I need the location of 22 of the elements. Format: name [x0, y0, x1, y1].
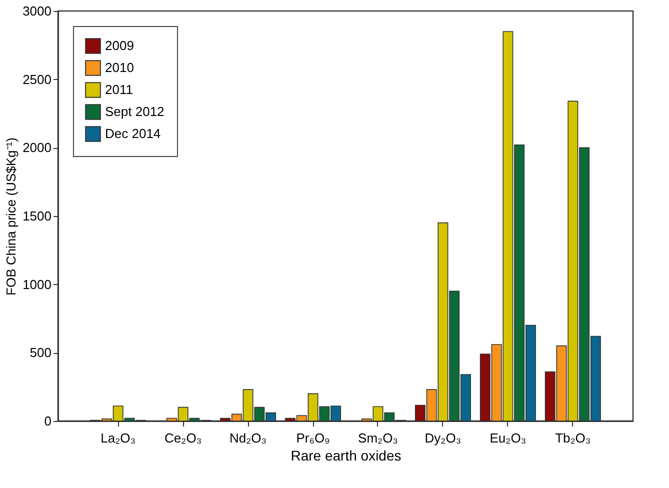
- y-tick-label: 2000: [22, 140, 52, 156]
- legend-label: Sept 2012: [105, 104, 164, 119]
- legend-label: Dec 2014: [105, 126, 161, 141]
- x-tick-label: Tb₂O₃: [555, 430, 591, 446]
- x-tick-label: Sm₂O₃: [358, 430, 398, 446]
- y-tick-label: 500: [30, 345, 52, 360]
- x-tick-label: Nd₂O₃: [230, 430, 267, 446]
- y-tick-label: 1500: [22, 208, 52, 224]
- y-axis-title: FOB China price (US$Kg⁻¹): [4, 138, 19, 296]
- x-tick-label: Pr₆O₉: [296, 430, 330, 446]
- y-tick-label: 3000: [22, 4, 52, 18]
- legend-label: 2011: [105, 82, 133, 97]
- y-tick-label: 2500: [22, 72, 52, 87]
- legend-label: 2010: [105, 60, 134, 75]
- x-tick-label: La₂O₃: [100, 430, 136, 446]
- legend-label: 2009: [105, 38, 134, 53]
- x-tick-label: Ce₂O₃: [164, 430, 202, 446]
- x-tick-label: Dy₂O₃: [424, 430, 462, 446]
- y-tick-label: 0: [44, 414, 52, 428]
- x-tick-label: Eu₂O₃: [490, 430, 526, 446]
- y-tick-label: 1000: [22, 276, 52, 292]
- x-axis-title: Rare earth oxides: [290, 448, 402, 464]
